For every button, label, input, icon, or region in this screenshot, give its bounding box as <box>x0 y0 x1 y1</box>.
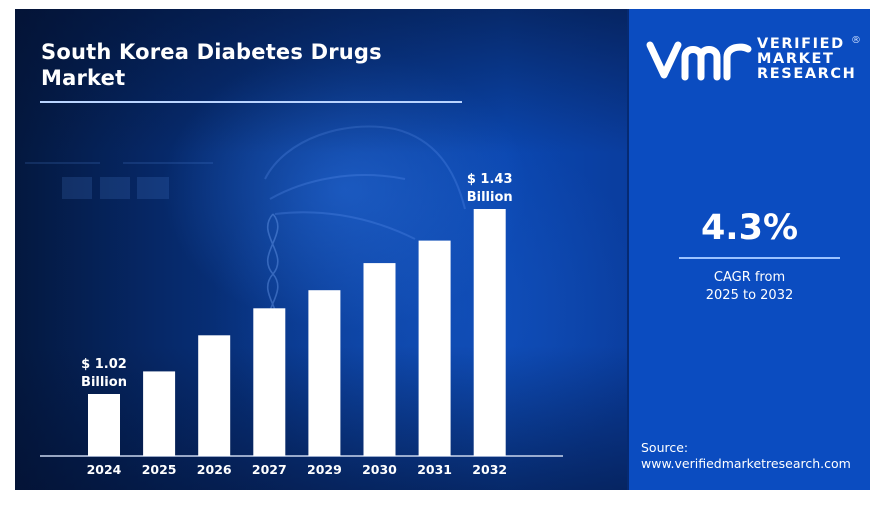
x-tick-label: 2029 <box>307 462 342 477</box>
bar-2026 <box>198 335 231 456</box>
hand-outline-icon <box>264 125 466 240</box>
x-tick-label: 2026 <box>197 462 232 477</box>
bar-2029 <box>308 290 341 456</box>
background-illustration <box>25 125 466 335</box>
bar-2032 <box>473 209 506 456</box>
bar-chart: 2024 2025 2026 2027 2029 2030 2031 2032 $ 1.02 B… <box>40 172 563 477</box>
bar-2031 <box>418 240 451 456</box>
chart-panel: South Korea Diabetes Drugs Market 2024 20… <box>15 9 629 490</box>
title-line-1: South Korea Diabetes Drugs <box>41 40 382 64</box>
cagr-caption: CAGR from 2025 to 2032 <box>629 269 870 305</box>
brand-logo: VERIFIED MARKET RESEARCH ® <box>645 35 861 87</box>
brand-line-1: VERIFIED <box>757 36 845 52</box>
panel-separator <box>627 9 630 490</box>
x-tick-label: 2025 <box>142 462 177 477</box>
bar-2027 <box>253 308 286 456</box>
vmr-logo-icon <box>646 41 752 81</box>
ui-panels-decoration <box>25 162 213 199</box>
bar-2025 <box>143 371 176 456</box>
bar-2024 <box>88 394 120 456</box>
data-label-2024: $ 1.02 <box>81 357 127 372</box>
source-url[interactable]: www.verifiedmarketresearch.com <box>641 456 851 471</box>
x-tick-label: 2031 <box>417 462 452 477</box>
data-label-2032: Billion <box>467 190 513 205</box>
data-label-2032: $ 1.43 <box>467 172 513 187</box>
x-tick-label: 2032 <box>472 462 507 477</box>
x-tick-label: 2030 <box>362 462 397 477</box>
cagr-value: 4.3% <box>700 208 799 248</box>
data-label-2024: Billion <box>81 375 127 390</box>
x-tick-label: 2027 <box>252 462 287 477</box>
bar-2030 <box>363 263 396 456</box>
infographic-card: South Korea Diabetes Drugs Market 2024 20… <box>15 9 870 490</box>
source-note: Source: www.verifiedmarketresearch.com <box>641 440 851 472</box>
registered-mark: ® <box>851 35 861 46</box>
cagr-caption-line-1: CAGR from <box>713 270 786 285</box>
brand-name: VERIFIED MARKET RESEARCH <box>757 37 856 82</box>
title-line-2: Market <box>41 66 126 90</box>
summary-panel: VERIFIED MARKET RESEARCH ® 4.3% CAGR fro… <box>629 9 870 490</box>
title-divider <box>40 101 462 103</box>
source-label: Source: <box>641 440 689 455</box>
page-title: South Korea Diabetes Drugs Market <box>41 39 481 91</box>
x-tick-label: 2024 <box>87 462 122 477</box>
brand-line-2: MARKET <box>757 51 835 67</box>
brand-line-3: RESEARCH <box>757 66 857 82</box>
cagr-divider <box>679 257 840 259</box>
cagr-caption-line-2: 2025 to 2032 <box>705 288 794 303</box>
